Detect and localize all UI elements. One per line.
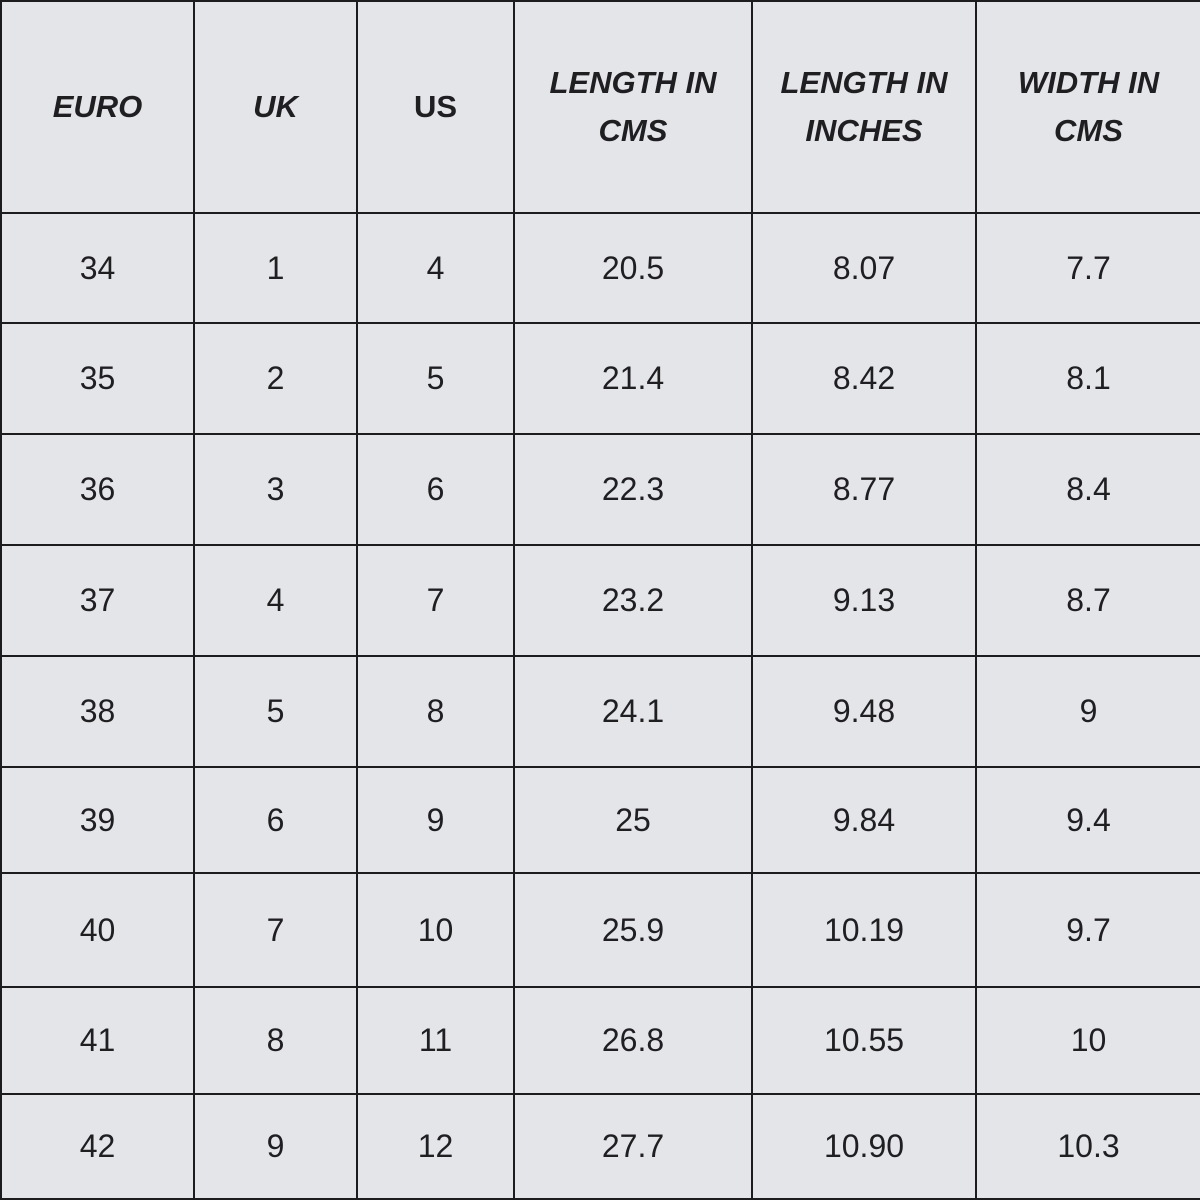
- cell-length-inches: 10.90: [751, 1093, 977, 1200]
- table-row: 40 7 10 25.9 10.19 9.7: [0, 872, 1200, 988]
- column-header-width-cms: WIDTH IN CMS: [975, 0, 1200, 214]
- cell-width-cms: 8.1: [975, 322, 1200, 435]
- cell-us: 10: [356, 872, 515, 988]
- table-row: 39 6 9 25 9.84 9.4: [0, 766, 1200, 874]
- cell-euro: 35: [0, 322, 195, 435]
- cell-width-cms: 10.3: [975, 1093, 1200, 1200]
- table-row: 42 9 12 27.7 10.90 10.3: [0, 1093, 1200, 1200]
- cell-uk: 8: [193, 986, 358, 1095]
- table-row: 36 3 6 22.3 8.77 8.4: [0, 433, 1200, 546]
- table-row: 34 1 4 20.5 8.07 7.7: [0, 212, 1200, 324]
- cell-length-inches: 9.48: [751, 655, 977, 768]
- cell-length-inches: 8.42: [751, 322, 977, 435]
- cell-length-cms: 26.8: [513, 986, 753, 1095]
- cell-euro: 39: [0, 766, 195, 874]
- table-row: 38 5 8 24.1 9.48 9: [0, 655, 1200, 768]
- cell-us: 9: [356, 766, 515, 874]
- cell-length-cms: 22.3: [513, 433, 753, 546]
- column-header-euro: EURO: [0, 0, 195, 214]
- cell-euro: 42: [0, 1093, 195, 1200]
- cell-uk: 2: [193, 322, 358, 435]
- cell-uk: 9: [193, 1093, 358, 1200]
- table-row: 35 2 5 21.4 8.42 8.1: [0, 322, 1200, 435]
- table-body: 34 1 4 20.5 8.07 7.7 35 2 5 21.4 8.42 8.1 36 3 6 22.3 8.…: [0, 212, 1200, 1200]
- cell-us: 8: [356, 655, 515, 768]
- cell-euro: 38: [0, 655, 195, 768]
- cell-us: 11: [356, 986, 515, 1095]
- cell-us: 7: [356, 544, 515, 657]
- cell-euro: 36: [0, 433, 195, 546]
- header-row: EURO UK US LENGTH IN CMS LENGTH IN INCHES WID…: [0, 0, 1200, 214]
- cell-euro: 34: [0, 212, 195, 324]
- cell-uk: 3: [193, 433, 358, 546]
- column-header-uk: UK: [193, 0, 358, 214]
- cell-uk: 7: [193, 872, 358, 988]
- cell-length-inches: 10.55: [751, 986, 977, 1095]
- cell-euro: 40: [0, 872, 195, 988]
- column-header-length-inches: LENGTH IN INCHES: [751, 0, 977, 214]
- cell-width-cms: 9: [975, 655, 1200, 768]
- cell-uk: 5: [193, 655, 358, 768]
- cell-uk: 4: [193, 544, 358, 657]
- cell-width-cms: 7.7: [975, 212, 1200, 324]
- cell-length-inches: 8.77: [751, 433, 977, 546]
- table-row: 37 4 7 23.2 9.13 8.7: [0, 544, 1200, 657]
- cell-us: 5: [356, 322, 515, 435]
- cell-us: 6: [356, 433, 515, 546]
- cell-us: 12: [356, 1093, 515, 1200]
- column-header-us: US: [356, 0, 515, 214]
- cell-length-cms: 23.2: [513, 544, 753, 657]
- cell-length-cms: 25.9: [513, 872, 753, 988]
- cell-us: 4: [356, 212, 515, 324]
- cell-width-cms: 9.7: [975, 872, 1200, 988]
- cell-length-inches: 8.07: [751, 212, 977, 324]
- cell-width-cms: 9.4: [975, 766, 1200, 874]
- column-header-length-cms: LENGTH IN CMS: [513, 0, 753, 214]
- cell-euro: 37: [0, 544, 195, 657]
- cell-length-cms: 20.5: [513, 212, 753, 324]
- cell-length-inches: 10.19: [751, 872, 977, 988]
- cell-euro: 41: [0, 986, 195, 1095]
- cell-length-cms: 27.7: [513, 1093, 753, 1200]
- cell-length-inches: 9.84: [751, 766, 977, 874]
- cell-length-cms: 21.4: [513, 322, 753, 435]
- cell-uk: 6: [193, 766, 358, 874]
- cell-length-inches: 9.13: [751, 544, 977, 657]
- table-row: 41 8 11 26.8 10.55 10: [0, 986, 1200, 1095]
- cell-length-cms: 24.1: [513, 655, 753, 768]
- cell-width-cms: 8.4: [975, 433, 1200, 546]
- cell-width-cms: 10: [975, 986, 1200, 1095]
- cell-uk: 1: [193, 212, 358, 324]
- cell-width-cms: 8.7: [975, 544, 1200, 657]
- cell-length-cms: 25: [513, 766, 753, 874]
